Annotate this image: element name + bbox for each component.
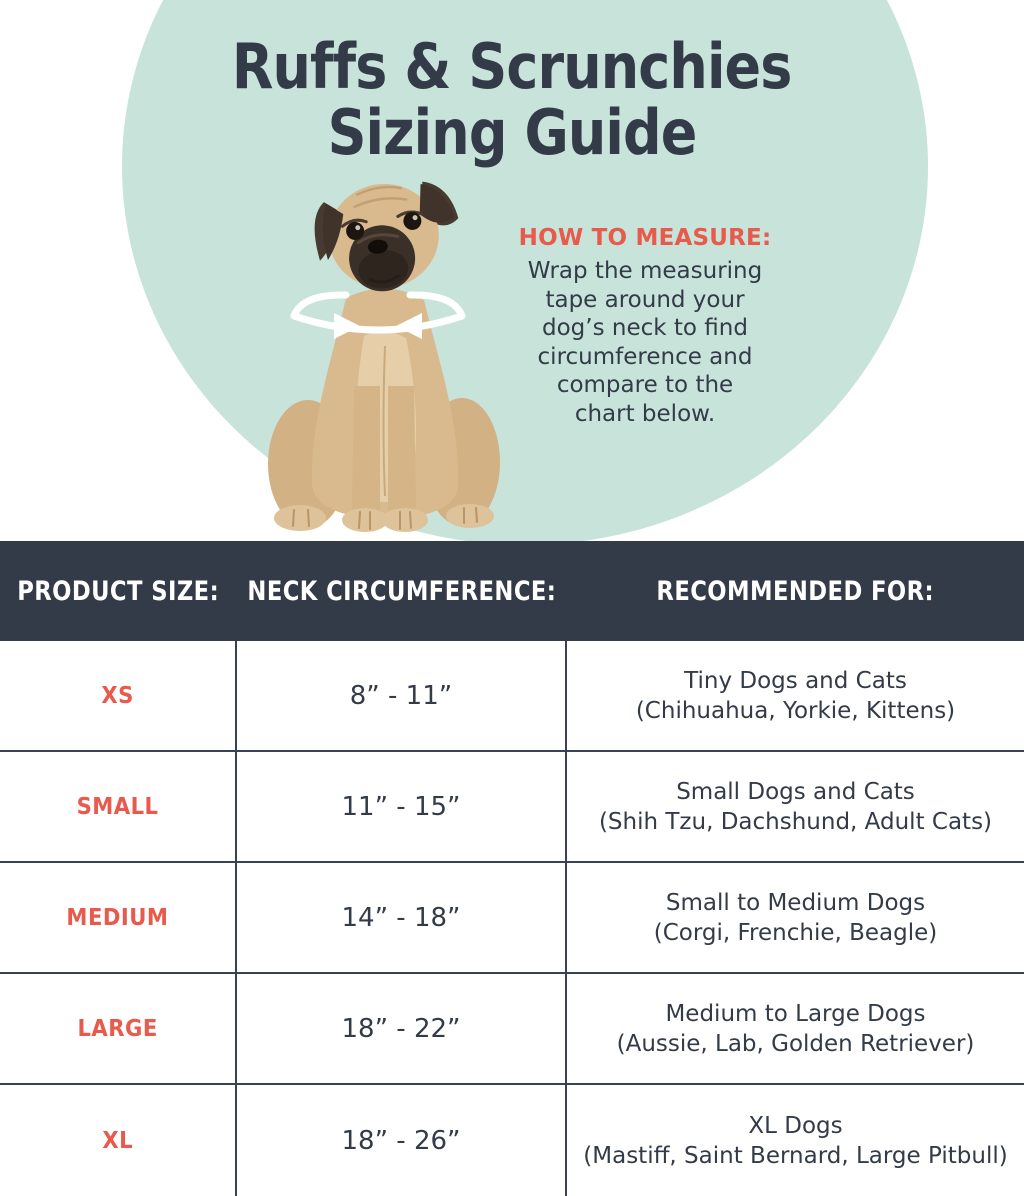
how-to-measure-line: Wrap the measuring (527, 258, 763, 284)
table-row: XL 18” - 26” XL Dogs (Mastiff, Saint Ber… (0, 1085, 1024, 1196)
how-to-measure-line: circumference and (537, 343, 753, 370)
recommended-cell: Tiny Dogs and Cats (Chihuahua, Yorkie, K… (567, 641, 1024, 750)
table-row: MEDIUM 14” - 18” Small to Medium Dogs (C… (0, 863, 1024, 974)
how-to-measure-line: compare to the (556, 372, 734, 398)
title-line-2: Sizing Guide (327, 96, 698, 169)
recommended-line-2: (Mastiff, Saint Bernard, Large Pitbull) (583, 1142, 1008, 1169)
measure-ring-back (290, 291, 466, 320)
header-cell-product-size: PRODUCT SIZE: (17, 575, 220, 607)
size-cell: SMALL (0, 752, 237, 861)
table-row: XS 8” - 11” Tiny Dogs and Cats (Chihuahu… (0, 641, 1024, 752)
recommended-line-2: (Chihuahua, Yorkie, Kittens) (635, 697, 956, 724)
how-to-measure-line: tape around your (545, 286, 745, 313)
circumference-cell: 18” - 22” (237, 974, 567, 1083)
circumference-cell: 14” - 18” (237, 863, 567, 972)
header-cell-neck-circumference: NECK CIRCUMFERENCE: (247, 575, 557, 607)
size-cell: XL (0, 1085, 237, 1196)
how-to-measure-line: dog’s neck to find (542, 315, 748, 341)
size-cell: LARGE (0, 974, 237, 1083)
pug-head (314, 181, 459, 292)
table-header-row: PRODUCT SIZE: NECK CIRCUMFERENCE: RECOMM… (0, 541, 1024, 641)
recommended-cell: XL Dogs (Mastiff, Saint Bernard, Large P… (567, 1085, 1024, 1196)
how-to-measure: HOW TO MEASURE: Wrap the measuring tape … (518, 224, 772, 428)
recommended-cell: Medium to Large Dogs (Aussie, Lab, Golde… (567, 974, 1024, 1083)
pug-body (268, 288, 500, 532)
recommended-line-2: (Aussie, Lab, Golden Retriever) (616, 1030, 975, 1057)
circumference-cell: 11” - 15” (237, 752, 567, 861)
size-table: XS 8” - 11” Tiny Dogs and Cats (Chihuahu… (0, 641, 1024, 1196)
how-to-measure-text: Wrap the measuring tape around your dog’… (518, 257, 772, 428)
recommended-line-2: (Shih Tzu, Dachshund, Adult Cats) (598, 808, 993, 835)
pug-illustration (268, 181, 500, 532)
size-cell: MEDIUM (0, 863, 237, 972)
how-to-measure-heading: HOW TO MEASURE: (518, 225, 772, 251)
recommended-cell: Small Dogs and Cats (Shih Tzu, Dachshund… (567, 752, 1024, 861)
recommended-line-1: Small to Medium Dogs (665, 889, 926, 916)
ring-arrow-right-icon (334, 313, 360, 339)
header-cell-recommended-for: RECOMMENDED FOR: (656, 575, 935, 607)
measure-ring-front (290, 312, 466, 339)
size-cell: XS (0, 641, 237, 750)
recommended-line-1: XL Dogs (748, 1112, 843, 1139)
recommended-cell: Small to Medium Dogs (Corgi, Frenchie, B… (567, 863, 1024, 972)
circumference-cell: 8” - 11” (237, 641, 567, 750)
how-to-measure-line: chart below. (574, 400, 716, 427)
recommended-line-1: Medium to Large Dogs (665, 1000, 926, 1027)
title-line-1: Ruffs & Scrunchies (232, 30, 793, 103)
table-row: SMALL 11” - 15” Small Dogs and Cats (Shi… (0, 752, 1024, 863)
page-title: Ruffs & Scrunchies Sizing Guide (0, 34, 1024, 166)
table-row: LARGE 18” - 22” Medium to Large Dogs (Au… (0, 974, 1024, 1085)
ring-arrow-left-icon (396, 313, 422, 339)
circumference-cell: 18” - 26” (237, 1085, 567, 1196)
recommended-line-1: Small Dogs and Cats (676, 778, 915, 805)
recommended-line-1: Tiny Dogs and Cats (684, 667, 907, 694)
recommended-line-2: (Corgi, Frenchie, Beagle) (653, 919, 938, 946)
